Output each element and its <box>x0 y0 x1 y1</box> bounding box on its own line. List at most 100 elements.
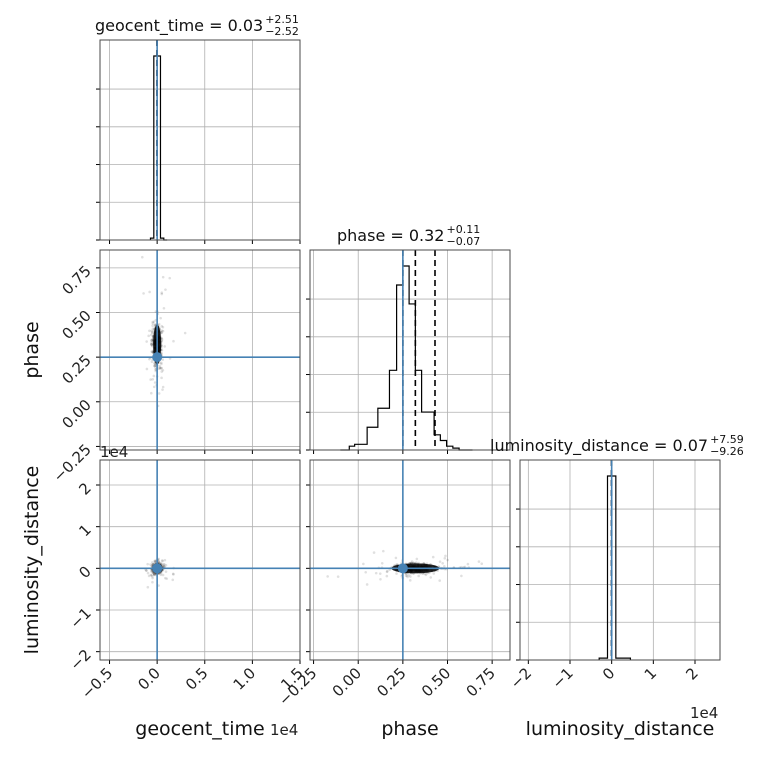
sample-point <box>146 562 149 566</box>
sample-point <box>146 571 150 575</box>
sample-point <box>404 574 408 578</box>
sample-point <box>168 276 172 280</box>
sample-point <box>150 569 153 573</box>
sample-point <box>150 350 153 353</box>
sample-point <box>163 345 167 348</box>
y-tick-label-luminosity_distance: 0 <box>75 562 94 581</box>
x-tick-label-geocent_time: 0.5 <box>182 664 212 694</box>
sample-point <box>149 333 153 337</box>
sample-point <box>163 565 167 568</box>
sample-point <box>159 561 163 565</box>
sample-point <box>438 579 441 582</box>
x-tick-label-phase: 0.50 <box>418 664 454 700</box>
sample-point <box>150 573 153 577</box>
sample-point <box>164 576 167 580</box>
sample-point <box>151 561 154 564</box>
sample-point <box>160 324 164 328</box>
sample-point <box>151 377 155 381</box>
sample-point <box>362 562 365 566</box>
sample-point <box>157 322 161 326</box>
sample-point <box>466 562 470 566</box>
sample-point <box>386 569 389 573</box>
sample-point <box>159 573 163 577</box>
sample-point <box>153 573 156 576</box>
panel-geocent_time-phase <box>96 249 301 454</box>
sample-point <box>148 290 151 294</box>
title-minus-luminosity_distance: −9.26 <box>710 445 744 458</box>
panel-phase-luminosity_distance <box>306 459 511 664</box>
sample-point <box>152 374 156 378</box>
sample-point <box>151 320 154 324</box>
sample-point <box>141 255 144 259</box>
x-tick-label-phase: 0.25 <box>373 664 409 700</box>
sample-point <box>161 388 164 391</box>
x-tick-label-phase: 0.00 <box>329 664 365 700</box>
sample-point <box>159 571 163 575</box>
sample-point <box>432 572 436 575</box>
truth-point <box>152 563 163 574</box>
truth-point <box>152 352 163 363</box>
sample-point <box>153 364 157 368</box>
y-tick-label-phase: −0.25 <box>50 441 95 486</box>
x-offset-geocent-time: 1e4 <box>270 721 298 739</box>
sample-point <box>153 362 157 366</box>
sample-point <box>153 560 157 563</box>
sample-point <box>150 338 154 341</box>
sample-point <box>160 329 164 333</box>
panel-frame <box>99 459 301 661</box>
sample-point <box>158 364 162 368</box>
sample-point <box>147 574 151 578</box>
sample-point <box>154 368 157 371</box>
sample-point <box>160 562 163 566</box>
sample-point <box>152 573 156 577</box>
sample-point <box>164 570 168 573</box>
sample-point <box>424 573 428 577</box>
sample-point <box>385 574 389 578</box>
sample-point <box>154 366 157 369</box>
sample-point <box>151 562 154 566</box>
sample-point <box>149 573 153 577</box>
sample-point <box>172 339 175 343</box>
sample-point <box>407 574 411 577</box>
sample-point <box>147 334 150 338</box>
panel-geocent_time-luminosity_distance <box>96 459 301 664</box>
sample-point <box>157 584 160 587</box>
sample-point <box>157 560 160 564</box>
sample-point <box>151 331 154 335</box>
sample-point <box>164 288 167 291</box>
sample-point <box>380 561 384 565</box>
sample-point <box>148 329 151 333</box>
sample-point <box>152 364 156 368</box>
sample-point <box>150 343 153 346</box>
y-tick-label-luminosity_distance: −2 <box>66 646 94 674</box>
sample-point <box>150 339 154 343</box>
sample-point <box>150 344 154 347</box>
sample-point <box>172 573 175 576</box>
sample-point <box>161 573 165 577</box>
sample-point <box>417 574 420 578</box>
y-axis-label-luminosity_distance: luminosity_distance <box>21 466 43 655</box>
sample-point <box>162 563 165 566</box>
sample-point <box>150 341 153 344</box>
sample-point <box>149 391 153 395</box>
sample-point <box>162 564 165 568</box>
sample-point <box>444 554 447 558</box>
sample-point <box>442 565 446 568</box>
title-plus-luminosity_distance: +7.59 <box>710 433 744 446</box>
sample-point <box>162 565 166 568</box>
histogram-luminosity_distance <box>598 475 632 660</box>
sample-point <box>438 560 442 563</box>
panel-frame <box>309 459 511 661</box>
sample-point <box>379 577 382 581</box>
sample-point <box>160 559 164 562</box>
x-tick-label-luminosity_distance: 0 <box>599 664 618 683</box>
y-tick-label-luminosity_distance: 2 <box>75 479 94 498</box>
panel-frame <box>309 249 511 451</box>
sample-point <box>150 330 154 334</box>
sample-point <box>161 564 164 568</box>
histogram-geocent_time <box>149 55 168 241</box>
y-tick-label-phase: 0.00 <box>58 396 94 432</box>
sample-point <box>364 570 368 574</box>
sample-point <box>405 574 409 577</box>
